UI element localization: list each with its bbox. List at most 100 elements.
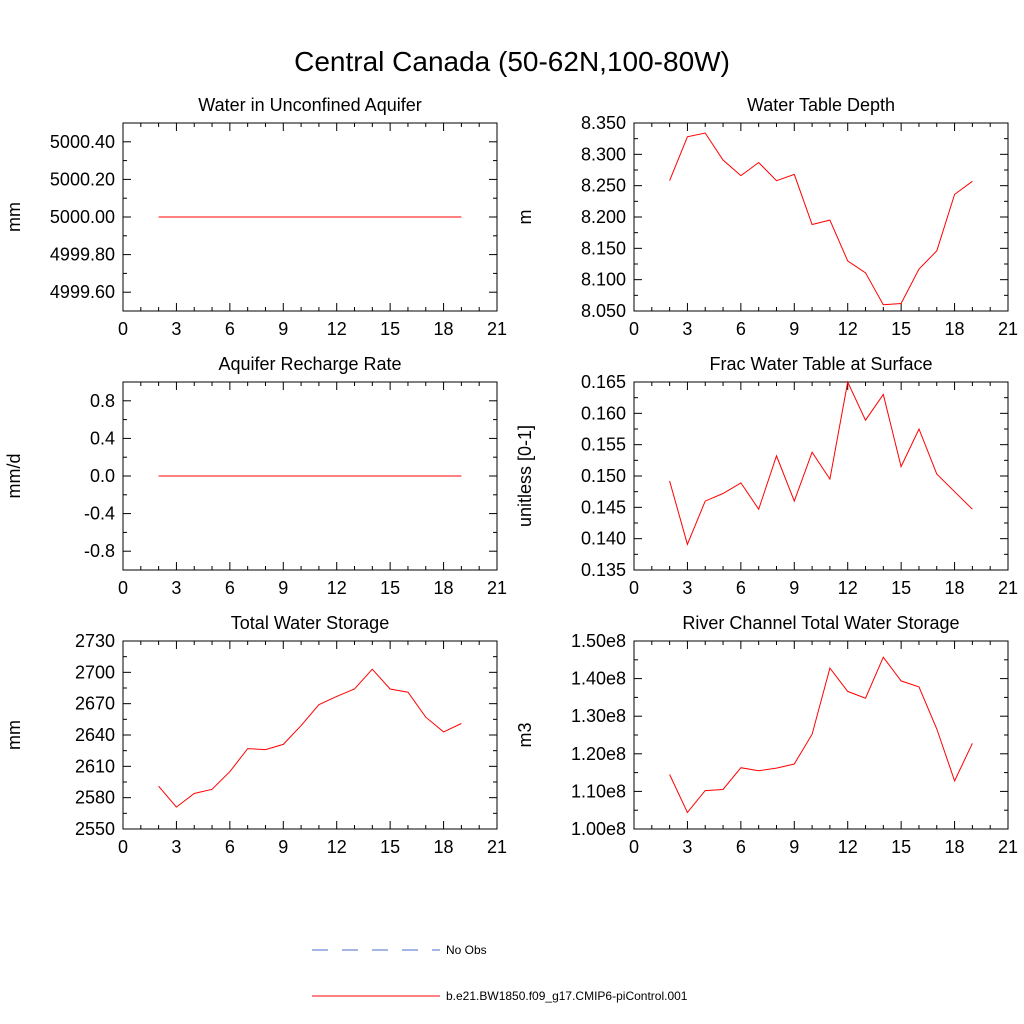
- x-tick-label: 12: [327, 319, 347, 339]
- y-tick-label: 1.40e8: [571, 669, 626, 689]
- y-tick-label: 5000.00: [50, 207, 115, 227]
- legend-label-no-obs: No Obs: [446, 943, 487, 957]
- x-tick-label: 3: [171, 319, 181, 339]
- y-axis-label: m: [515, 210, 535, 225]
- x-tick-label: 3: [171, 837, 181, 857]
- y-tick-label: 0.150: [581, 466, 626, 486]
- y-tick-label: -0.8: [84, 541, 115, 561]
- y-tick-label: 0.0: [90, 466, 115, 486]
- y-tick-label: 8.200: [581, 207, 626, 227]
- x-tick-label: 9: [278, 319, 288, 339]
- x-tick-label: 12: [838, 319, 858, 339]
- y-tick-label: 2670: [75, 694, 115, 714]
- x-tick-label: 3: [682, 578, 692, 598]
- x-tick-label: 15: [380, 578, 400, 598]
- y-tick-label: -0.4: [84, 504, 115, 524]
- y-tick-label: 4999.80: [50, 245, 115, 265]
- y-tick-label: 1.30e8: [571, 706, 626, 726]
- panel-title: Aquifer Recharge Rate: [218, 354, 401, 374]
- x-tick-label: 9: [789, 578, 799, 598]
- x-tick-label: 6: [225, 837, 235, 857]
- y-tick-label: 0.155: [581, 435, 626, 455]
- plot-frame: [633, 381, 1009, 571]
- x-tick-label: 6: [736, 837, 746, 857]
- y-tick-label: 0.4: [90, 428, 115, 448]
- x-tick-label: 9: [278, 837, 288, 857]
- panel-title: Frac Water Table at Surface: [709, 354, 932, 374]
- x-tick-label: 15: [380, 837, 400, 857]
- x-tick-label: 0: [629, 578, 639, 598]
- series-line-model: [158, 668, 462, 808]
- x-tick-label: 21: [998, 837, 1018, 857]
- y-tick-label: 1.50e8: [571, 631, 626, 651]
- x-tick-label: 6: [736, 319, 746, 339]
- x-tick-label: 0: [629, 319, 639, 339]
- x-tick-label: 3: [171, 578, 181, 598]
- x-tick-label: 18: [945, 319, 965, 339]
- x-tick-label: 15: [891, 837, 911, 857]
- y-tick-label: 0.145: [581, 497, 626, 517]
- y-axis-label: m3: [515, 722, 535, 747]
- series-line-model: [669, 380, 973, 546]
- y-tick-label: 2640: [75, 725, 115, 745]
- plot-frame: [633, 640, 1009, 830]
- y-tick-label: 8.150: [581, 238, 626, 258]
- y-tick-label: 5000.20: [50, 169, 115, 189]
- y-tick-label: 2580: [75, 788, 115, 808]
- x-tick-label: 18: [434, 837, 454, 857]
- x-tick-label: 0: [118, 837, 128, 857]
- main-title: Central Canada (50-62N,100-80W): [294, 46, 730, 77]
- y-tick-label: 8.350: [581, 113, 626, 133]
- x-tick-label: 21: [487, 578, 507, 598]
- y-tick-label: 1.00e8: [571, 819, 626, 839]
- y-tick-label: 0.160: [581, 403, 626, 423]
- x-tick-label: 15: [891, 578, 911, 598]
- y-tick-label: 1.20e8: [571, 744, 626, 764]
- series-line-model: [669, 656, 973, 814]
- chart-panel-3: Aquifer Recharge Rate mm/d 0 3 6 9 12 15 18 21 -0.…: [4, 354, 507, 598]
- y-tick-label: 1.10e8: [571, 781, 626, 801]
- y-tick-label: 2700: [75, 662, 115, 682]
- y-tick-label: 8.300: [581, 144, 626, 164]
- y-tick-label: 8.100: [581, 270, 626, 290]
- y-axis-label: unitless [0-1]: [515, 425, 535, 527]
- x-tick-label: 15: [380, 319, 400, 339]
- x-tick-label: 18: [945, 578, 965, 598]
- x-tick-label: 6: [736, 578, 746, 598]
- x-tick-label: 21: [487, 319, 507, 339]
- x-tick-label: 0: [118, 319, 128, 339]
- y-tick-label: 0.8: [90, 391, 115, 411]
- x-tick-label: 3: [682, 319, 692, 339]
- chart-panel-4: Frac Water Table at Surface unitless [0-1…: [515, 354, 1018, 598]
- x-tick-label: 12: [838, 578, 858, 598]
- panel-title: Water Table Depth: [747, 95, 895, 115]
- series-line-model: [669, 132, 973, 306]
- x-tick-label: 18: [945, 837, 965, 857]
- x-tick-label: 12: [327, 837, 347, 857]
- x-tick-label: 9: [278, 578, 288, 598]
- x-tick-label: 18: [434, 578, 454, 598]
- y-tick-label: 2550: [75, 819, 115, 839]
- x-tick-label: 21: [998, 319, 1018, 339]
- y-axis-label: mm: [4, 202, 24, 232]
- y-axis-label: mm: [4, 720, 24, 750]
- x-tick-label: 6: [225, 578, 235, 598]
- x-tick-label: 12: [838, 837, 858, 857]
- y-tick-label: 8.050: [581, 301, 626, 321]
- x-tick-label: 6: [225, 319, 235, 339]
- panel-title: River Channel Total Water Storage: [682, 613, 959, 633]
- x-tick-label: 9: [789, 319, 799, 339]
- plot-frame: [122, 640, 498, 830]
- y-tick-label: 5000.40: [50, 132, 115, 152]
- chart-panel-2: Water Table Depth m 0 3 6 9 12 15 18 21 8.050 8.100…: [515, 95, 1018, 339]
- y-axis-label: mm/d: [4, 454, 24, 499]
- x-tick-label: 9: [789, 837, 799, 857]
- x-tick-label: 21: [998, 578, 1018, 598]
- y-tick-label: 4999.60: [50, 282, 115, 302]
- y-tick-label: 0.135: [581, 560, 626, 580]
- y-tick-label: 8.250: [581, 176, 626, 196]
- y-tick-label: 2730: [75, 631, 115, 651]
- chart-panel-1: Water in Unconfined Aquifer mm 0 3 6 9 12 15 18 2…: [4, 95, 507, 339]
- panel-title: Water in Unconfined Aquifer: [198, 95, 421, 115]
